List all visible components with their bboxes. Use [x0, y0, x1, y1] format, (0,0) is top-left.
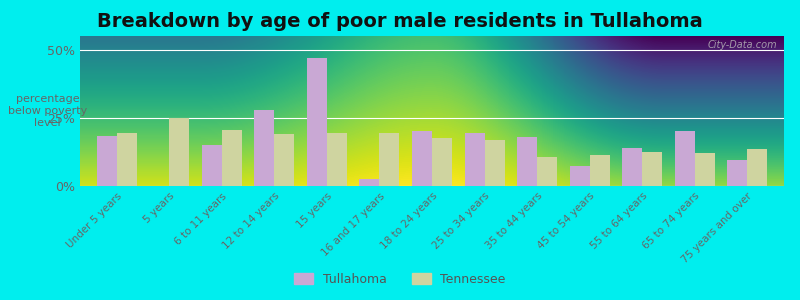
- Text: Breakdown by age of poor male residents in Tullahoma: Breakdown by age of poor male residents …: [97, 12, 703, 31]
- Bar: [359, 179, 379, 186]
- Bar: [327, 133, 347, 186]
- Bar: [202, 145, 222, 186]
- Text: City-Data.com: City-Data.com: [707, 40, 777, 50]
- Bar: [307, 58, 327, 186]
- Bar: [622, 148, 642, 186]
- Bar: [412, 131, 432, 186]
- Text: percentage
below poverty
level: percentage below poverty level: [8, 94, 87, 128]
- Legend: Tullahoma, Tennessee: Tullahoma, Tennessee: [289, 268, 511, 291]
- Bar: [274, 134, 294, 186]
- Bar: [254, 110, 274, 186]
- Bar: [517, 137, 537, 186]
- Bar: [170, 118, 190, 186]
- Bar: [117, 133, 137, 186]
- Bar: [694, 153, 714, 186]
- Bar: [379, 133, 399, 186]
- Bar: [642, 152, 662, 186]
- Bar: [432, 138, 452, 186]
- Bar: [485, 140, 505, 186]
- Bar: [727, 160, 747, 186]
- Bar: [97, 136, 117, 186]
- Bar: [222, 130, 242, 186]
- Bar: [570, 166, 590, 186]
- Bar: [465, 133, 485, 186]
- Bar: [537, 158, 557, 186]
- Bar: [590, 154, 610, 186]
- Bar: [674, 131, 694, 186]
- Bar: [747, 149, 767, 186]
